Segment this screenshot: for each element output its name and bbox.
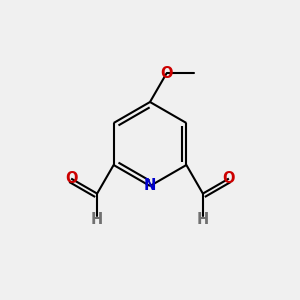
- Text: O: O: [65, 171, 77, 186]
- Text: N: N: [144, 178, 156, 194]
- Text: O: O: [223, 171, 235, 186]
- Text: H: H: [197, 212, 209, 227]
- Text: H: H: [91, 212, 103, 227]
- Text: O: O: [160, 66, 173, 81]
